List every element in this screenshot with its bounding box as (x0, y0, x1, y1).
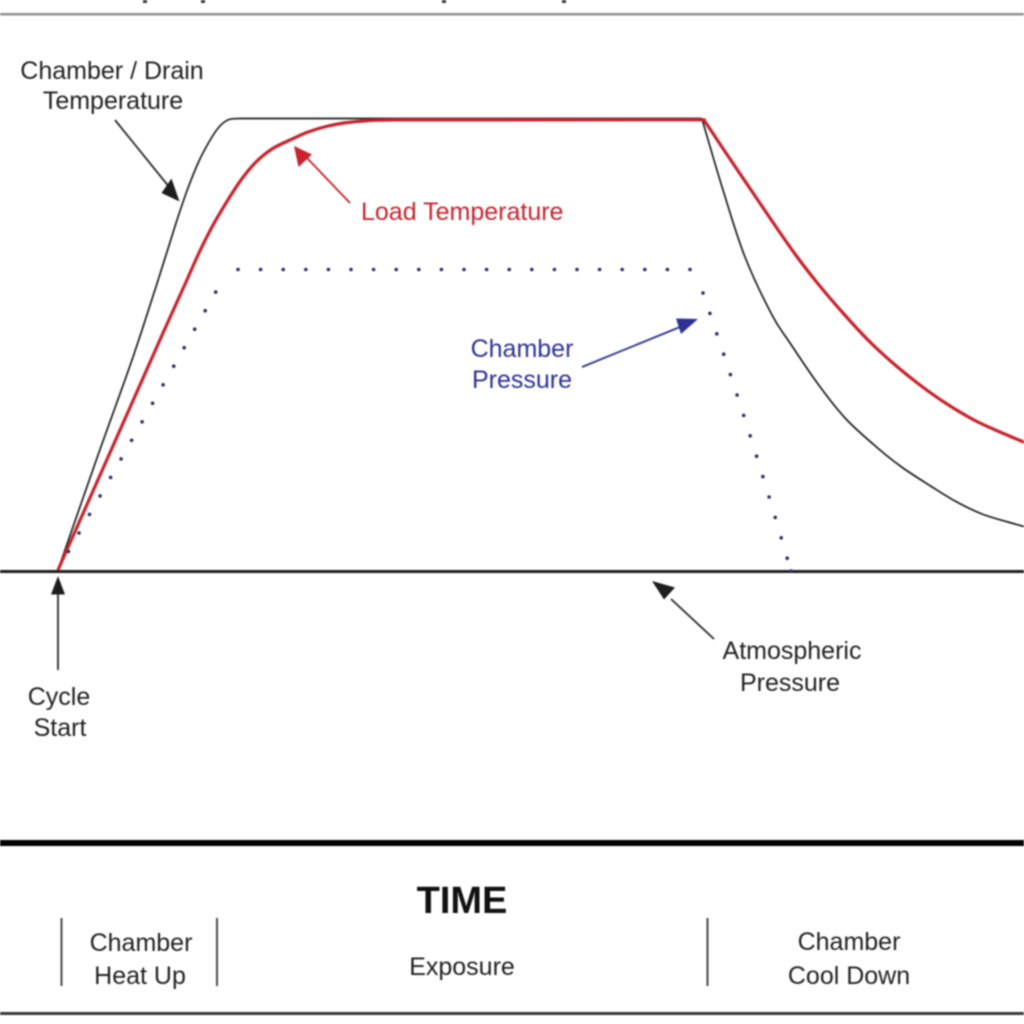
svg-text:Pressure: Pressure (472, 366, 572, 394)
svg-text:Pressure: Pressure (740, 669, 840, 697)
svg-text:Heat Up: Heat Up (94, 962, 186, 990)
svg-text:Exposure: Exposure (409, 953, 515, 981)
svg-text:Cool Down: Cool Down (788, 962, 910, 990)
svg-text:Load Temperature: Load Temperature (361, 198, 563, 226)
svg-text:Start: Start (34, 714, 87, 742)
svg-text:Chamber: Chamber (471, 335, 574, 363)
svg-text:Temperature: Temperature (43, 87, 183, 115)
svg-text:Chamber: Chamber (798, 928, 901, 956)
svg-text:Atmospheric: Atmospheric (723, 637, 862, 665)
svg-text:Chamber / Drain: Chamber / Drain (20, 57, 203, 85)
svg-text:Chamber: Chamber (90, 929, 193, 957)
svg-text:TIME: TIME (417, 880, 508, 922)
svg-text:Cycle: Cycle (28, 683, 91, 711)
